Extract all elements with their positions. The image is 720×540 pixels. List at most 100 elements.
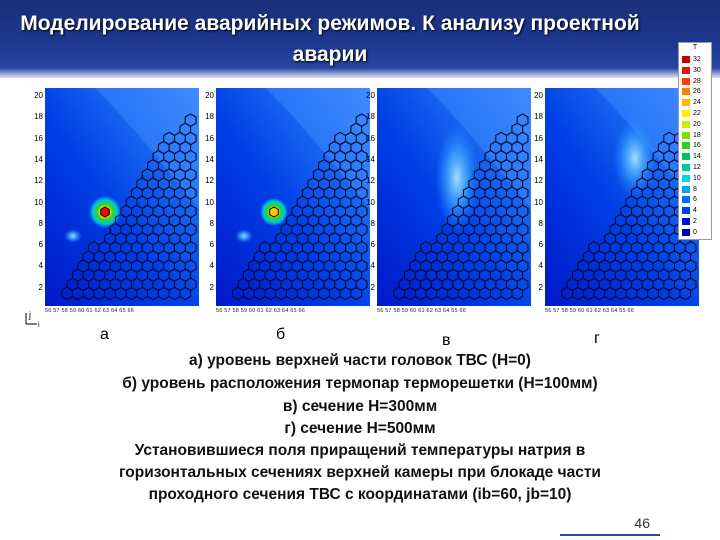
y-tick-label: 6 (538, 240, 543, 250)
caption-d: г) сечение H=500мм (284, 420, 436, 437)
legend-title: T (692, 44, 698, 51)
legend-label: 8 (693, 185, 697, 193)
legend-label: 16 (693, 142, 701, 150)
y-tick-label: 16 (534, 133, 543, 143)
y-tick-label: 4 (538, 261, 543, 271)
blocked-assembly (100, 206, 110, 218)
warm-region (595, 88, 699, 208)
legend-label: 4 (693, 207, 697, 215)
y-tick-label: 2 (538, 282, 543, 292)
y-tick-label: 4 (209, 261, 214, 271)
caption-summary-1: Установившиеся поля приращений температу… (134, 442, 586, 459)
temperature-field-plot (216, 88, 370, 306)
panel-letter: в (442, 332, 451, 349)
title-band (0, 0, 720, 78)
y-tick-label: 20 (366, 91, 375, 100)
slide-title: Моделирование аварийных режимов. К анали… (20, 12, 640, 66)
legend-label: 24 (693, 99, 701, 107)
panel-letter: а (100, 326, 109, 343)
footer-line (560, 534, 660, 536)
x-tick-labels: 56 57 58 59 60 61 62 63 64 65 66 (216, 308, 305, 314)
x-tick-labels: 56 57 58 59 60 61 62 63 64 65 66 (377, 308, 466, 314)
legend-swatch (682, 207, 690, 215)
temperature-field-panel (377, 88, 531, 306)
legend-swatch (682, 120, 690, 128)
y-tick-label: 18 (366, 112, 375, 122)
legend-swatch (682, 228, 690, 236)
legend-swatch (682, 196, 690, 204)
y-tick-label: 12 (205, 176, 214, 186)
warm-region (266, 88, 370, 208)
caption-c: в) сечение H=300мм (282, 398, 438, 415)
y-tick-label: 16 (205, 133, 214, 143)
secondary-glow (235, 229, 253, 243)
assembly-hex-grid (393, 113, 529, 301)
y-tick-label: 14 (205, 154, 214, 164)
y-tick-label: 2 (370, 282, 375, 292)
legend-label: 6 (693, 196, 697, 204)
y-tick-label: 20 (34, 91, 43, 100)
legend-swatch (682, 153, 690, 161)
x-tick-labels: 56 57 58 59 60 61 62 63 64 65 66 (45, 308, 134, 314)
temperature-field-panel (45, 88, 199, 306)
y-tick-label: 8 (38, 218, 43, 228)
legend-swatch (682, 164, 690, 171)
axis-arrow-icon (25, 313, 37, 325)
legend-label: 0 (693, 228, 697, 236)
temperature-legend: T 32 30 28 26 24 22 20 18 16 14 12 10 8 6 4 2 0 (678, 42, 712, 240)
y-tick-label: 4 (38, 261, 43, 271)
y-tick-label: 12 (34, 176, 43, 186)
y-tick-label: 20 (534, 91, 543, 100)
y-tick-label: 12 (366, 176, 375, 186)
y-tick-label: 10 (366, 197, 375, 207)
y-tick-label: 8 (370, 218, 375, 228)
y-tick-label: 6 (38, 240, 43, 250)
y-tick-label: 14 (534, 154, 543, 164)
y-tick-label: 18 (534, 112, 543, 122)
y-tick-label: 14 (34, 154, 43, 164)
legend-label: 10 (693, 174, 701, 182)
caption-summary-2: горизонтальных сечениях верхней камеры п… (119, 464, 601, 481)
temperature-field-plot (45, 88, 199, 306)
panel-letter: б (276, 326, 286, 343)
panel-letter: г (594, 330, 600, 347)
y-tick-label: 16 (366, 133, 375, 143)
y-tick-label: 18 (34, 112, 43, 122)
legend-label: 32 (693, 56, 701, 63)
y-tick-label: 6 (370, 240, 375, 250)
temperature-field-panel (216, 88, 370, 306)
caption-b: б) уровень расположения термопар терморе… (122, 375, 598, 392)
plume (613, 118, 657, 198)
caption-a: а) уровень верхней части головок ТВС (H=… (189, 352, 531, 369)
y-tick-label: 8 (209, 218, 214, 228)
temperature-field-panel (545, 88, 699, 306)
legend-swatch (682, 77, 690, 85)
legend-swatch (682, 174, 690, 182)
y-tick-label: 16 (34, 133, 43, 143)
y-tick-label: 20 (205, 91, 214, 100)
legend-swatch (682, 56, 690, 63)
legend-swatch (682, 185, 690, 193)
legend-swatch (682, 110, 690, 117)
temperature-field-plot (545, 88, 699, 306)
blocked-assembly (269, 206, 279, 218)
legend-label: 12 (693, 164, 701, 171)
legend-swatch (682, 99, 690, 107)
page-number: 46 (634, 515, 650, 531)
legend-label: 2 (693, 218, 697, 225)
y-tick-label: 8 (538, 218, 543, 228)
y-tick-label: 14 (366, 154, 375, 164)
y-tick-label: 10 (534, 197, 543, 207)
y-tick-label: 18 (205, 112, 214, 122)
y-tick-label: 10 (205, 197, 214, 207)
legend-swatch (682, 88, 690, 96)
legend-swatch (682, 218, 690, 225)
legend-label: 30 (693, 66, 701, 74)
y-tick-label: 12 (534, 176, 543, 186)
legend-label: 14 (693, 153, 701, 161)
assembly-hex-grid (61, 113, 197, 301)
legend-swatch (682, 66, 690, 74)
caption-summary-3: проходного сечения ТВС с координатами (i… (148, 486, 572, 503)
warm-region (427, 88, 531, 208)
legend-swatch (682, 131, 690, 139)
